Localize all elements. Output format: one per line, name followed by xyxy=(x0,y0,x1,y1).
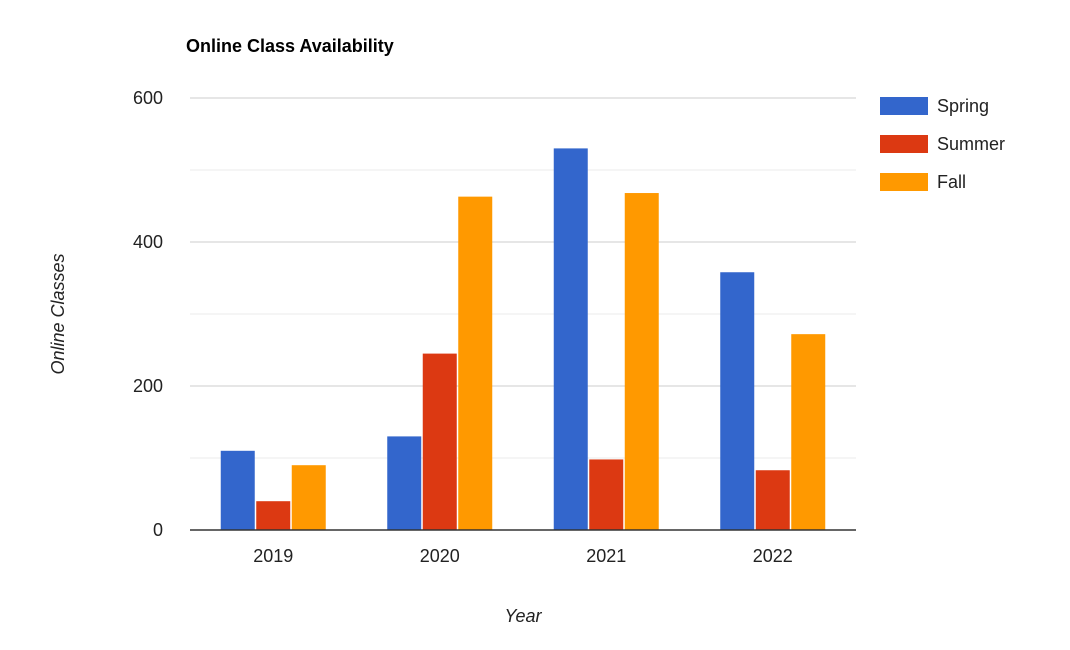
x-tick-labels: 2019 2020 2021 2022 xyxy=(253,546,793,566)
legend-label-fall: Fall xyxy=(937,172,966,192)
bar-spring-2019 xyxy=(220,450,255,530)
gridlines xyxy=(190,97,856,459)
bars xyxy=(220,148,826,531)
y-axis-label: Online Classes xyxy=(48,253,68,374)
x-tick-label: 2020 xyxy=(420,546,460,566)
bar-spring-2021 xyxy=(553,148,588,530)
bar-summer-2021 xyxy=(589,459,624,530)
bar-summer-2020 xyxy=(422,353,457,530)
bar-fall-2021 xyxy=(624,193,659,531)
y-tick-label: 600 xyxy=(133,88,163,108)
x-tick-label: 2021 xyxy=(586,546,626,566)
legend: Spring Summer Fall xyxy=(880,96,1005,192)
chart-title: Online Class Availability xyxy=(186,36,394,56)
bar-summer-2019 xyxy=(256,501,291,530)
bar-fall-2020 xyxy=(458,196,493,530)
x-axis-label: Year xyxy=(504,606,542,626)
legend-swatch-spring xyxy=(880,97,928,115)
legend-swatch-summer xyxy=(880,135,928,153)
y-tick-label: 0 xyxy=(153,520,163,540)
legend-label-spring: Spring xyxy=(937,96,989,116)
y-tick-labels: 0 200 400 600 xyxy=(133,88,163,540)
y-tick-label: 200 xyxy=(133,376,163,396)
bar-spring-2022 xyxy=(720,272,755,530)
x-tick-label: 2022 xyxy=(753,546,793,566)
legend-label-summer: Summer xyxy=(937,134,1005,154)
bar-spring-2020 xyxy=(387,436,422,530)
legend-swatch-fall xyxy=(880,173,928,191)
bar-summer-2022 xyxy=(755,470,790,530)
bar-fall-2022 xyxy=(791,334,826,530)
y-tick-label: 400 xyxy=(133,232,163,252)
bar-fall-2019 xyxy=(291,465,326,530)
x-tick-label: 2019 xyxy=(253,546,293,566)
